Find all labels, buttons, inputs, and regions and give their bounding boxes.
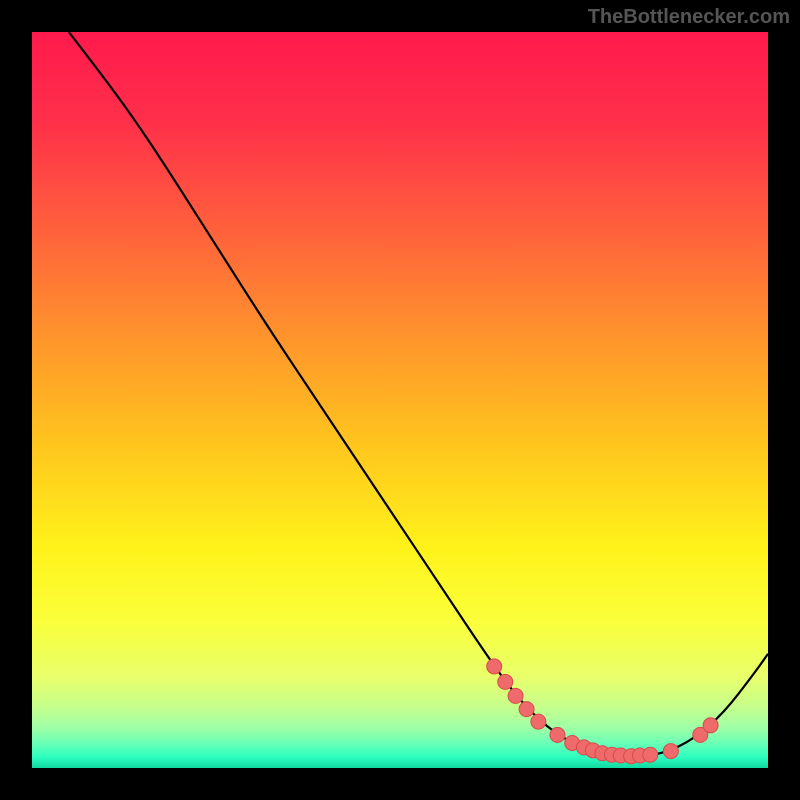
marker-point (508, 688, 523, 703)
marker-point (498, 674, 513, 689)
markers-group (487, 659, 718, 764)
marker-point (663, 744, 678, 759)
chart-svg (32, 32, 768, 768)
plot-area (32, 32, 768, 768)
marker-point (519, 702, 534, 717)
watermark-text: TheBottlenecker.com (588, 6, 790, 29)
marker-point (531, 714, 546, 729)
curve-line (69, 32, 768, 756)
marker-point (550, 727, 565, 742)
marker-point (643, 747, 658, 762)
marker-point (703, 718, 718, 733)
marker-point (487, 659, 502, 674)
